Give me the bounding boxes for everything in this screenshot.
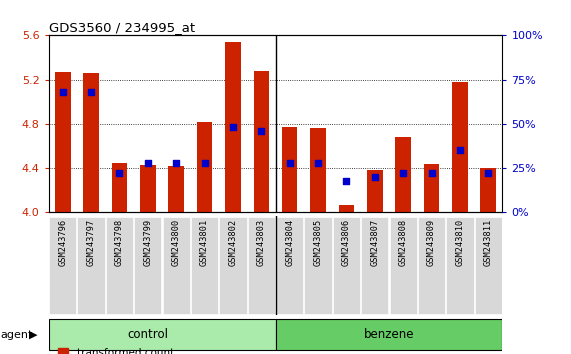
Point [484,171,493,176]
FancyBboxPatch shape [475,217,502,314]
FancyBboxPatch shape [106,217,133,314]
Bar [367,170,383,212]
Point [285,160,294,166]
Text: ▶: ▶ [29,330,38,339]
FancyBboxPatch shape [191,217,218,314]
Text: GSM243800: GSM243800 [172,219,180,266]
Point [115,171,124,176]
Bar [424,164,439,212]
Text: control: control [127,328,168,341]
Bar [395,137,411,212]
Text: GSM243797: GSM243797 [87,219,95,266]
Text: GSM243807: GSM243807 [371,219,379,266]
FancyBboxPatch shape [333,217,360,314]
FancyBboxPatch shape [49,217,77,314]
FancyBboxPatch shape [389,217,417,314]
FancyBboxPatch shape [275,319,502,350]
FancyBboxPatch shape [248,217,275,314]
Text: GSM243801: GSM243801 [200,219,209,266]
Point [427,171,436,176]
FancyBboxPatch shape [361,217,388,314]
Text: GSM243796: GSM243796 [58,219,67,266]
Point [200,160,209,166]
Text: GSM243805: GSM243805 [313,219,323,266]
Point [257,128,266,134]
Text: agent: agent [1,330,33,339]
Point [370,174,379,180]
Text: GSM243802: GSM243802 [228,219,238,266]
Text: GSM243799: GSM243799 [143,219,152,266]
Text: GSM243810: GSM243810 [456,219,464,266]
Bar [225,42,241,212]
Bar [254,71,269,212]
Text: GSM243803: GSM243803 [257,219,266,266]
FancyBboxPatch shape [163,217,190,314]
Point [58,89,67,95]
Text: GDS3560 / 234995_at: GDS3560 / 234995_at [49,21,195,34]
Bar [112,162,127,212]
Point [228,125,238,130]
Text: GSM243811: GSM243811 [484,219,493,266]
Text: benzene: benzene [364,328,414,341]
FancyBboxPatch shape [134,217,162,314]
Text: GSM243804: GSM243804 [285,219,294,266]
Bar [480,168,496,212]
FancyBboxPatch shape [49,319,275,350]
FancyBboxPatch shape [418,217,445,314]
Text: GSM243809: GSM243809 [427,219,436,266]
Bar [282,127,297,212]
Point [313,160,323,166]
Bar [197,122,212,212]
Bar [452,82,468,212]
Text: GSM243798: GSM243798 [115,219,124,266]
Bar [55,72,71,212]
Point [342,178,351,183]
Bar [140,165,156,212]
Text: GSM243808: GSM243808 [399,219,408,266]
FancyBboxPatch shape [304,217,332,314]
FancyBboxPatch shape [78,217,104,314]
Point [172,160,181,166]
Point [143,160,152,166]
Point [455,148,464,153]
Point [399,171,408,176]
FancyBboxPatch shape [276,217,303,314]
FancyBboxPatch shape [219,217,247,314]
FancyBboxPatch shape [447,217,473,314]
Point [87,89,96,95]
Text: GSM243806: GSM243806 [342,219,351,266]
Bar [310,129,326,212]
Bar [339,205,354,212]
Legend: transformed count, percentile rank within the sample: transformed count, percentile rank withi… [54,344,257,354]
Bar [168,166,184,212]
Bar [83,73,99,212]
